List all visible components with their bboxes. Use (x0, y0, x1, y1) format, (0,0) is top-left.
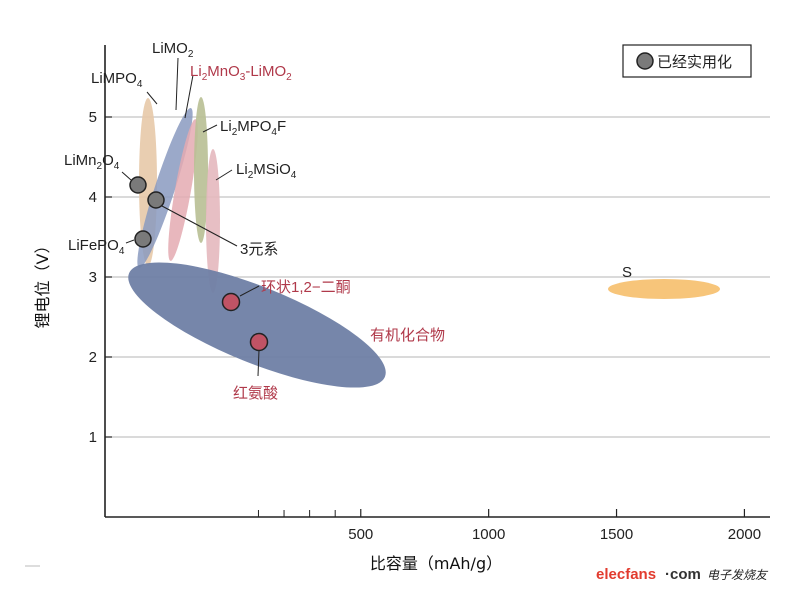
label-li2mno3-rest: MnO (207, 63, 240, 80)
label-li2mpo4f-sub1: 2 (232, 127, 238, 138)
region-li2msio4 (206, 149, 220, 293)
leader-limo2 (175, 57, 179, 111)
y-tick-label-4: 4 (89, 189, 97, 206)
legend-marker (636, 52, 654, 70)
label-limpo4: LiMPO4 (91, 70, 143, 90)
label-li2mno3-sub3: 2 (286, 72, 292, 83)
label-limn2o4: LiMn2O4 (64, 152, 120, 172)
label-limn2o4-rest: O (102, 152, 114, 169)
label-limo2-sub: 2 (188, 49, 194, 60)
leader-lines (121, 57, 260, 377)
x-axis-title: 比容量（mAh/g） (370, 554, 502, 573)
leader-li2mpo4f (202, 124, 218, 133)
leader-rubeanic (257, 349, 260, 377)
leader-limn2o4 (121, 171, 132, 181)
watermark-dot: · (665, 566, 670, 583)
watermark-com: com (670, 566, 701, 583)
point-lifepo4 (134, 230, 152, 248)
region-organic (128, 262, 386, 388)
y-tick-label-5: 5 (89, 109, 97, 126)
y-tick-label-1: 1 (89, 429, 97, 446)
label-li2msio4-sub2: 4 (291, 170, 297, 181)
legend-label: 已经实用化 (657, 54, 732, 71)
leader-lifepo4 (125, 239, 135, 244)
label-li2mpo4f: Li2MPO4F (220, 118, 286, 138)
y-axis-title: 锂电位（V） (33, 238, 52, 329)
label-li2mno3-limo2: Li2MnO3-LiMO2 (190, 63, 292, 83)
leader-li2mno3 (184, 74, 194, 119)
label-limn2o4-sub2: 4 (114, 161, 120, 172)
legend: 已经实用化 (622, 44, 752, 78)
label-li2mno3-sub2: 3 (240, 72, 246, 83)
leader-diketone (239, 285, 260, 297)
label-li2mpo4f-sub2: 4 (271, 127, 277, 138)
region-li2mno3-limo2 (168, 119, 198, 261)
label-li2mno3-rest2: -LiMO (245, 63, 286, 80)
label-li2mpo4f-rest: MPO (237, 118, 271, 135)
label-limpo4-sub: 4 (137, 79, 143, 90)
label-diketone: 环状1,2−二酮 (261, 279, 351, 296)
x-tick-label-2000: 2000 (728, 526, 761, 543)
y-ticks: 1 2 3 4 5 (89, 109, 112, 446)
x-tick-label-1500: 1500 (600, 526, 633, 543)
label-lifepo4-sub: 4 (119, 246, 125, 257)
label-li2msio4-rest: MSiO (253, 161, 291, 178)
region-limo2 (137, 108, 193, 268)
watermark-cn: 电子发烧友 (707, 568, 769, 582)
label-li2mno3-sub1: 2 (202, 72, 208, 83)
y-tick-label-2: 2 (89, 349, 97, 366)
leader-limpo4 (146, 91, 158, 105)
x-tick-label-500: 500 (348, 526, 373, 543)
label-li2msio4: Li2MSiO4 (236, 161, 297, 181)
point-3yuan (147, 191, 165, 209)
region-s (608, 279, 720, 299)
label-limn2o4-sub1: 2 (97, 161, 103, 172)
label-li2mpo4f-rest2: F (277, 118, 286, 135)
y-tick-label-3: 3 (89, 269, 97, 286)
point-diketone (221, 292, 241, 312)
x-ticks: 500 1000 1500 2000 (257, 509, 761, 543)
label-s: S (622, 264, 632, 281)
label-rubeanic: 红氨酸 (233, 385, 278, 402)
label-3yuan: 3元系 (240, 241, 278, 258)
leader-li2msio4 (215, 169, 233, 181)
point-rubeanic (249, 332, 269, 352)
region-li2mpo4f (194, 97, 208, 243)
label-organic: 有机化合物 (370, 327, 445, 344)
point-limn2o4 (129, 176, 147, 194)
label-limo2: LiMO2 (152, 40, 194, 60)
label-li2msio4-sub1: 2 (248, 170, 254, 181)
leader-3yuan (161, 205, 238, 247)
watermark: elecfans · com 电子发烧友 (596, 566, 769, 583)
x-tick-label-1000: 1000 (472, 526, 505, 543)
label-lifepo4: LiFePO4 (68, 237, 125, 257)
watermark-brand: elecfans (596, 566, 656, 583)
